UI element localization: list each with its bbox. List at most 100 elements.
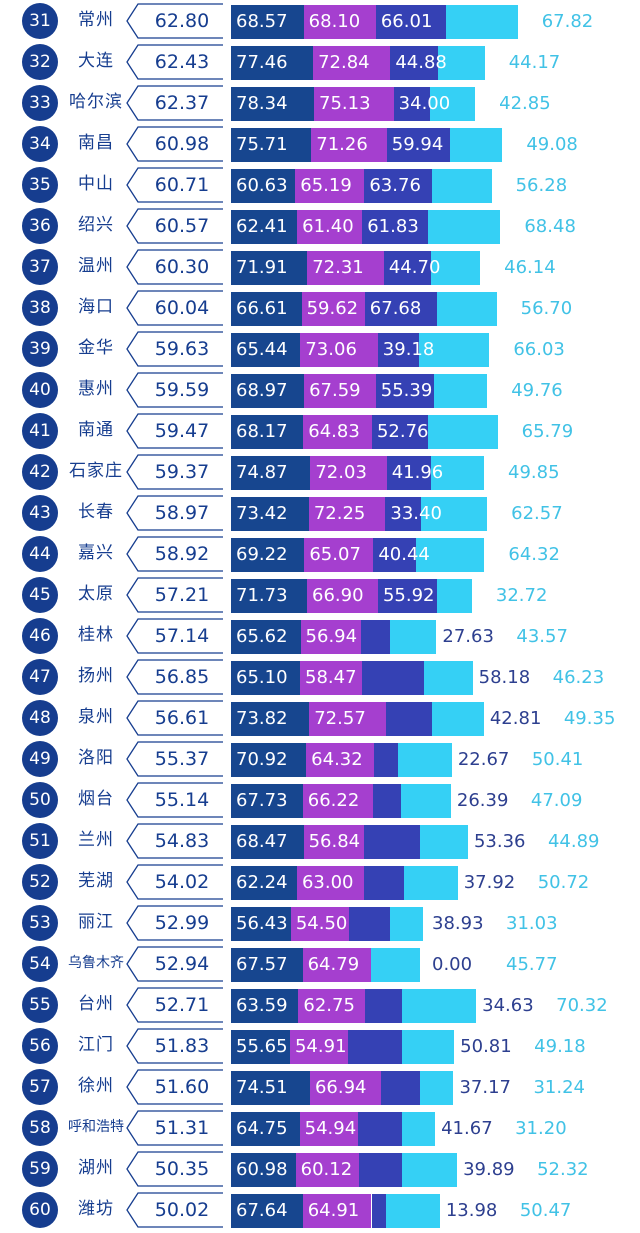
bar-segment-3	[363, 825, 421, 859]
score-arrow-frame	[126, 987, 223, 1023]
bar-segment-2	[295, 169, 365, 203]
total-score: 51.60	[154, 1076, 210, 1098]
value-label-2: 60.12	[300, 1159, 353, 1180]
city-name: 湖州	[78, 1158, 114, 1178]
value-label-1: 62.41	[236, 216, 288, 237]
bar-segment-4	[450, 128, 503, 162]
table-row: 45 太原 57.21 71.73 66.90 55.92 32.72	[0, 574, 640, 615]
value-label-3: 41.96	[391, 462, 444, 483]
total-score: 59.59	[154, 379, 210, 401]
value-label-1: 77.46	[236, 52, 288, 73]
total-score: 62.80	[154, 10, 210, 32]
value-label-2: 59.62	[306, 298, 359, 319]
city-name: 南通	[78, 420, 114, 440]
rank-badge: 39	[22, 331, 58, 367]
total-score: 55.14	[154, 789, 210, 811]
score-arrow-frame	[126, 577, 223, 613]
bar-segment-1	[231, 538, 305, 572]
bar-segment-3	[375, 374, 435, 408]
city-name: 中山	[78, 174, 114, 194]
bar-segment-3	[371, 415, 428, 449]
value-label-1: 65.44	[236, 339, 288, 360]
value-label-1: 67.57	[236, 954, 288, 975]
value-label-1: 78.34	[236, 93, 288, 114]
value-label-1: 74.51	[236, 1077, 288, 1098]
rank-badge: 32	[22, 44, 58, 80]
table-row: 39 金华 59.63 65.44 73.06 39.18 66.03	[0, 328, 640, 369]
value-label-2: 72.03	[315, 462, 367, 483]
bar-segment-4	[437, 46, 485, 80]
total-score-box: 57.21	[126, 577, 224, 613]
score-arrow-frame	[126, 1192, 223, 1228]
bar-segment-3	[393, 87, 430, 121]
value-label-3: 53.36	[473, 831, 526, 852]
value-label-1: 66.61	[236, 298, 288, 319]
bar-segment-1	[231, 1071, 310, 1105]
rank-badge: 42	[22, 454, 58, 490]
rank-badge: 47	[22, 659, 58, 695]
bar-segment-4	[434, 374, 488, 408]
score-arrow-frame	[126, 536, 223, 572]
value-label-3: 22.67	[457, 749, 510, 770]
bar-segment-4	[431, 169, 492, 203]
bar-segment-3	[360, 620, 391, 654]
rank-badge: 51	[22, 823, 58, 859]
value-label-2: 54.91	[294, 1036, 347, 1057]
bar-segment-1	[231, 333, 301, 367]
rank-badge: 48	[22, 700, 58, 736]
bar-segment-2	[304, 374, 376, 408]
score-arrow-frame	[126, 331, 223, 367]
rank-badge: 44	[22, 536, 58, 572]
score-arrow-frame	[126, 905, 223, 941]
bar-segment-4	[398, 743, 452, 777]
table-row: 48 泉州 56.61 73.82 72.57 42.81 49.35	[0, 697, 640, 738]
value-label-3: 50.81	[460, 1036, 512, 1057]
table-row: 34 南昌 60.98 75.71 71.26 59.94 49.08	[0, 123, 640, 164]
score-arrow-frame	[126, 44, 223, 80]
value-label-2: 75.13	[319, 93, 371, 114]
city-name: 金华	[78, 338, 114, 358]
value-label-4: 46.14	[504, 257, 556, 278]
bar-segment-2	[307, 579, 378, 613]
value-label-4: 31.20	[515, 1118, 567, 1139]
bar-segment-4	[429, 87, 476, 121]
total-score-box: 56.85	[126, 659, 224, 695]
total-score-box: 50.35	[126, 1151, 224, 1187]
total-score: 60.71	[154, 174, 210, 196]
total-score: 54.83	[154, 830, 210, 852]
value-label-2: 64.79	[307, 954, 360, 975]
total-score-box: 51.60	[126, 1069, 224, 1105]
bar-segment-1	[231, 169, 296, 203]
city-name: 太原	[78, 584, 114, 604]
value-label-3: 59.94	[391, 134, 444, 155]
value-label-3: 66.01	[380, 11, 433, 32]
bar-segment-4	[402, 1030, 455, 1064]
value-label-1: 71.73	[236, 585, 288, 606]
bar-segment-3	[357, 1112, 403, 1146]
value-label-2: 56.94	[305, 626, 358, 647]
bar-segment-3	[390, 46, 438, 80]
bar-segment-2	[299, 1112, 358, 1146]
value-label-2: 58.47	[305, 667, 357, 688]
value-label-3: 67.68	[369, 298, 422, 319]
total-score: 59.63	[154, 338, 210, 360]
table-row: 54 乌鲁木齐 52.94 67.57 64.79 0.00 45.77	[0, 943, 640, 984]
rank-badge: 40	[22, 372, 58, 408]
value-label-2: 72.31	[312, 257, 364, 278]
score-arrow-frame	[126, 1151, 223, 1187]
total-score: 50.02	[154, 1199, 210, 1221]
score-arrow-frame	[126, 741, 223, 777]
total-score-box: 59.59	[126, 372, 224, 408]
value-label-4: 31.24	[533, 1077, 585, 1098]
total-score: 60.04	[154, 297, 210, 319]
value-label-4: 70.32	[556, 995, 608, 1016]
value-label-4: 47.09	[530, 790, 583, 811]
bar-segment-1	[231, 210, 298, 244]
bar-segment-3	[364, 989, 402, 1023]
value-label-2: 64.91	[307, 1200, 360, 1221]
score-arrow-frame	[126, 1110, 223, 1146]
value-label-1: 65.62	[236, 626, 288, 647]
bar-segment-1	[231, 579, 308, 613]
bar-segment-3	[374, 743, 399, 777]
city-name: 长春	[78, 502, 114, 522]
